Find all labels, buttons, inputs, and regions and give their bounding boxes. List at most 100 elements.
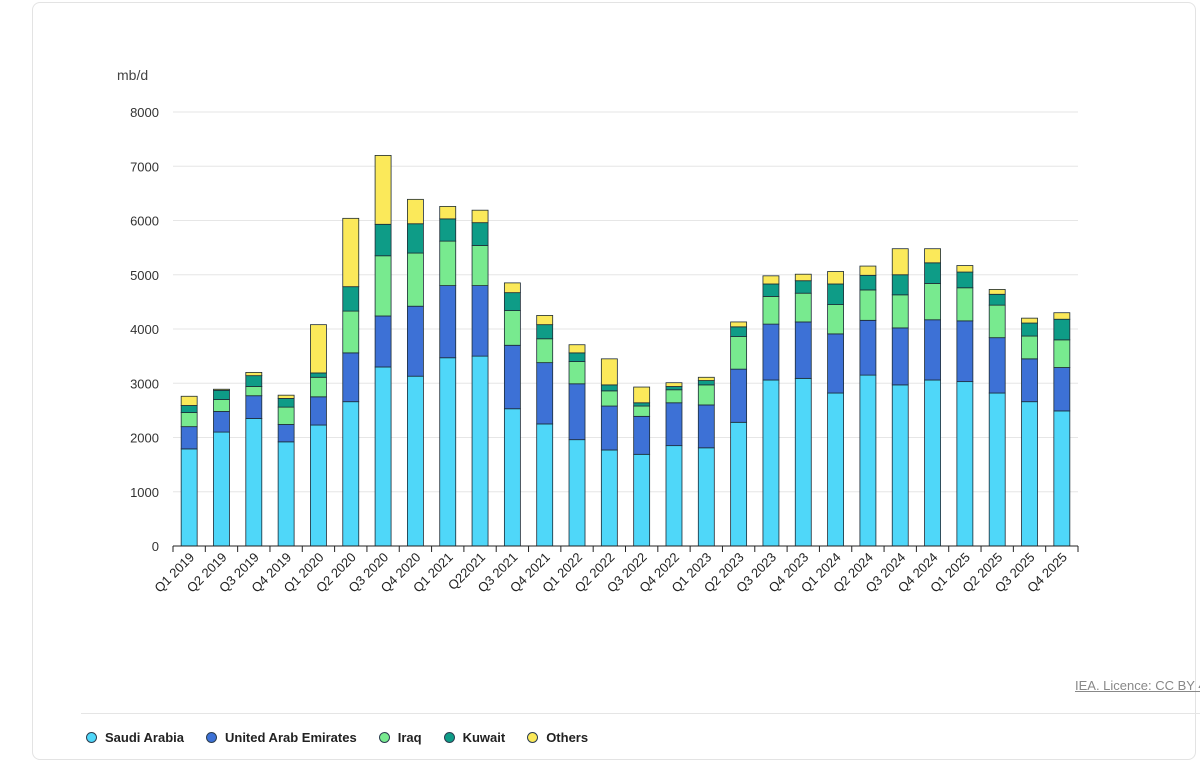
bar-segment-kuwait [1053, 318, 1071, 341]
bar-segment-united-arab-emirates [859, 319, 877, 376]
bar-segment-others [180, 395, 198, 406]
bar-segment-united-arab-emirates [180, 426, 198, 450]
bar-segment-saudi-arabia [180, 448, 198, 547]
y-tick-label: 3000 [130, 376, 159, 391]
legend-item-others[interactable]: Others [527, 730, 588, 745]
bar-segment-saudi-arabia [342, 401, 360, 547]
bar-segment-iraq [794, 292, 812, 323]
bar-segment-united-arab-emirates [827, 333, 844, 394]
bar-segment-saudi-arabia [1021, 401, 1038, 547]
bar-segment-others [633, 386, 651, 404]
bar-segment-united-arab-emirates [665, 402, 683, 447]
stacked-bar-chart: mb/d 0 1000 2000 3000 4000 5000 6000 7000 8000 Q… [117, 67, 1079, 595]
legend-label: Others [546, 730, 589, 745]
legend-item-iraq[interactable]: Iraq [378, 730, 422, 745]
bar-segment-others [1021, 317, 1038, 324]
bar-segment-saudi-arabia [859, 374, 877, 547]
bar-segment-iraq [697, 384, 715, 406]
bar-segment-saudi-arabia [503, 408, 521, 547]
bar-segment-kuwait [245, 375, 263, 387]
bar-segment-saudi-arabia [536, 423, 554, 547]
y-tick-label: 1000 [130, 485, 159, 500]
bar-segment-united-arab-emirates [924, 319, 941, 381]
bar-segment-kuwait [568, 352, 586, 362]
bar-segment-iraq [762, 296, 780, 325]
y-tick-label: 5000 [130, 268, 159, 283]
bar-segment-others [503, 282, 521, 294]
legend: Saudi Arabia United Arab Emirates Iraq K… [86, 730, 610, 745]
bar-segment-saudi-arabia [1053, 410, 1071, 547]
bar-segment-saudi-arabia [956, 381, 974, 547]
legend-item-kuwait[interactable]: Kuwait [443, 730, 505, 745]
bar-segment-others [536, 315, 554, 326]
bar-segment-united-arab-emirates [956, 320, 974, 383]
bar-segment-saudi-arabia [697, 447, 715, 547]
bar-segment-saudi-arabia [439, 357, 457, 547]
bar-segment-kuwait [342, 286, 360, 312]
bar-segment-saudi-arabia [730, 421, 748, 547]
y-axis-ticks: 0 1000 2000 3000 4000 5000 6000 7000 8000 [130, 105, 159, 554]
bar-segment-others [568, 344, 586, 354]
bar-segment-iraq [536, 338, 554, 364]
y-tick-label: 6000 [130, 214, 159, 229]
bar-segment-united-arab-emirates [342, 352, 360, 403]
y-tick-label: 4000 [130, 322, 159, 337]
bar-segment-iraq [439, 240, 457, 287]
bar-segment-iraq [924, 283, 941, 321]
legend-divider [81, 713, 1200, 714]
bar-segment-iraq [213, 399, 230, 412]
licence-link[interactable]: IEA. Licence: CC BY 4.0 [1075, 678, 1200, 693]
bar-segment-saudi-arabia [891, 384, 909, 547]
bar-segment-iraq [568, 361, 586, 385]
y-axis-unit-label: mb/d [117, 67, 148, 83]
bar-segment-others [1053, 312, 1071, 320]
bar-segment-united-arab-emirates [503, 344, 521, 410]
bar-segment-others [245, 371, 263, 377]
bar-segment-saudi-arabia [471, 355, 489, 547]
bar-segment-saudi-arabia [407, 375, 424, 547]
bar-segment-kuwait [730, 326, 748, 337]
bar-segment-saudi-arabia [374, 366, 392, 547]
bar-segment-kuwait [374, 223, 392, 257]
legend-label: United Arab Emirates [224, 730, 357, 745]
bar-segment-others [988, 288, 1006, 295]
bar-segment-iraq [988, 304, 1006, 339]
bar-segment-kuwait [213, 389, 230, 400]
bar-segment-others [730, 321, 748, 328]
bar-segment-saudi-arabia [600, 449, 618, 547]
bar-segment-others [827, 271, 844, 285]
bar-segment-iraq [730, 336, 748, 370]
bar-segment-saudi-arabia [665, 445, 683, 547]
bar-segment-kuwait [827, 283, 844, 305]
bar-segment-united-arab-emirates [988, 337, 1006, 394]
bar-segment-iraq [277, 406, 295, 425]
bar-segment-others [891, 248, 909, 276]
bar-segment-iraq [827, 304, 844, 335]
bar-segment-iraq [471, 245, 489, 287]
bar-segment-united-arab-emirates [536, 362, 554, 425]
bar-segment-iraq [1053, 339, 1071, 368]
bar-segment-united-arab-emirates [374, 315, 392, 368]
bar-segment-kuwait [277, 398, 295, 408]
bar-segment-kuwait [439, 218, 457, 242]
bar-segment-others [310, 324, 327, 374]
bar-segment-iraq [503, 310, 521, 346]
bar-segment-others [277, 394, 295, 399]
bar-segment-iraq [665, 389, 683, 404]
bar-segment-kuwait [665, 386, 683, 391]
bar-segment-united-arab-emirates [439, 285, 457, 359]
bar-segment-united-arab-emirates [600, 405, 618, 451]
bar-segment-kuwait [633, 402, 651, 407]
legend-item-uae[interactable]: United Arab Emirates [205, 730, 357, 745]
legend-dot-iraq [378, 732, 390, 743]
bar-segment-saudi-arabia [794, 377, 812, 547]
bar-segment-iraq [859, 289, 877, 321]
bar-segment-united-arab-emirates [277, 424, 295, 443]
legend-item-saudi-arabia[interactable]: Saudi Arabia [86, 730, 184, 745]
bar-segment-kuwait [988, 293, 1006, 306]
bar-segment-saudi-arabia [988, 392, 1006, 547]
bar-segment-others [956, 265, 974, 273]
bar-segment-united-arab-emirates [891, 327, 909, 386]
bar-segment-kuwait [310, 372, 327, 378]
bar-segment-others [762, 275, 780, 285]
